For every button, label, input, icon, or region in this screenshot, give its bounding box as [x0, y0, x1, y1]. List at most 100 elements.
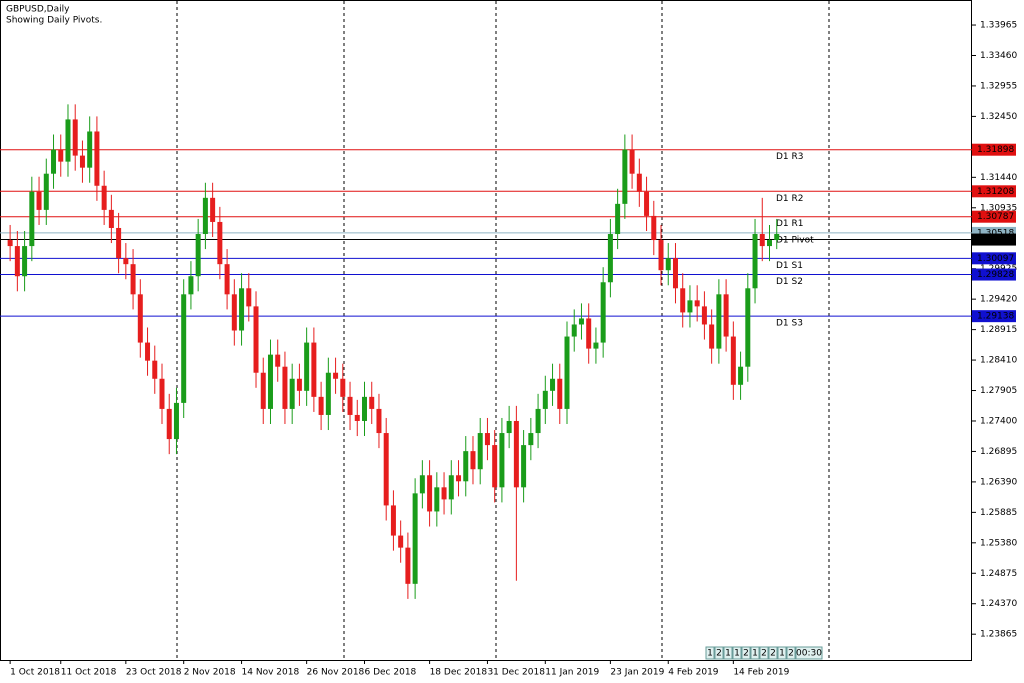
x-tick-label: 11 Oct 2018 — [61, 668, 117, 678]
candle-body — [333, 372, 339, 379]
candle-body — [383, 433, 389, 506]
candle-body — [513, 420, 519, 488]
status-box — [741, 646, 751, 660]
candle-body — [43, 173, 49, 210]
candle-body — [427, 475, 433, 512]
candle-body — [159, 378, 165, 409]
y-tick-label: 1.27400 — [980, 416, 1017, 426]
pivot-price-box — [972, 210, 1016, 223]
candle-body — [376, 408, 382, 434]
candle-body — [419, 475, 425, 494]
candle-body — [246, 288, 252, 307]
pivot-name: D1 S3 — [776, 319, 803, 329]
candle-body — [405, 547, 411, 584]
candle-body — [644, 191, 650, 216]
candle-body — [571, 324, 577, 337]
y-tick-label: 1.23865 — [980, 630, 1017, 640]
candle-body — [29, 191, 35, 247]
candle-body — [390, 505, 396, 536]
pivot-name: D1 R1 — [776, 219, 804, 229]
candle-body — [600, 282, 606, 343]
candle-body — [550, 378, 556, 391]
candle-body — [506, 420, 512, 434]
candle-body — [434, 487, 440, 512]
pivot-price: 1.30787 — [977, 212, 1014, 222]
candle-body — [239, 288, 245, 331]
candle-body — [752, 234, 758, 289]
candle-body — [130, 264, 136, 295]
candle-body — [87, 131, 93, 168]
status-box — [786, 646, 796, 660]
candle-body — [340, 378, 346, 397]
candle-body — [484, 433, 490, 446]
y-tick-label: 1.30935 — [980, 203, 1017, 213]
candle-body — [593, 342, 599, 349]
status-text: 1 — [707, 649, 713, 659]
pivot-name: D1 S2 — [776, 277, 803, 287]
pivot-name: D1 R3 — [776, 152, 804, 162]
candle-body — [210, 197, 216, 222]
current-price-label: 1.30408 — [977, 235, 1014, 245]
x-tick-label: 1 Oct 2018 — [10, 668, 60, 678]
pivot-price-box — [972, 268, 1016, 281]
candle-body — [304, 342, 310, 391]
x-tick-label: 2 Nov 2018 — [184, 668, 236, 678]
candle-body — [22, 246, 28, 277]
candle-body — [607, 234, 613, 283]
y-tick-label: 1.24875 — [980, 569, 1017, 579]
y-tick-label: 1.33460 — [980, 51, 1017, 61]
x-tick-label: 23 Oct 2018 — [126, 668, 182, 678]
y-tick-label: 1.32955 — [980, 81, 1017, 91]
candle-body — [51, 149, 57, 174]
x-tick-label: 23 Jan 2019 — [610, 668, 664, 678]
candle-body — [94, 131, 100, 186]
pivot-name: D1 R2 — [776, 194, 804, 204]
candle-body — [687, 300, 693, 313]
candle-body — [557, 378, 563, 409]
candle-body — [347, 396, 353, 415]
candle-body — [14, 246, 20, 277]
x-tick-label: 4 Feb 2019 — [668, 668, 719, 678]
candle-body — [275, 354, 281, 367]
candle-body — [716, 294, 722, 349]
candle-body — [224, 264, 230, 295]
candle-body — [615, 203, 621, 235]
candle-body — [535, 408, 541, 434]
x-tick-label: 31 Dec 2018 — [487, 668, 545, 678]
candle-body — [202, 197, 208, 235]
candle-body — [7, 240, 13, 247]
pivot-price-box — [972, 185, 1016, 198]
candle-body — [369, 396, 375, 409]
candle-body — [470, 451, 476, 470]
candle-body — [36, 191, 42, 210]
candle-body — [542, 390, 548, 409]
candle-body — [311, 342, 317, 397]
candle-body — [267, 354, 273, 409]
y-tick-label: 1.27905 — [980, 386, 1017, 396]
pivot-price: 1.29138 — [977, 312, 1014, 322]
pivot-price: 1.31898 — [977, 145, 1014, 155]
status-text: 1 — [752, 649, 758, 659]
pivot-price: 1.29828 — [977, 270, 1014, 280]
x-tick-label: 11 Jan 2019 — [545, 668, 599, 678]
candle-body — [441, 487, 447, 500]
candle-body — [253, 306, 259, 373]
x-tick-label: 14 Feb 2019 — [733, 668, 789, 678]
candle-body — [672, 258, 678, 289]
candle-body — [651, 215, 657, 241]
y-tick-label: 1.26390 — [980, 477, 1017, 487]
candle-body — [622, 149, 628, 204]
status-box — [795, 646, 823, 660]
candle-body — [723, 294, 729, 337]
pivot-name: D1 Pivot — [776, 235, 814, 245]
candle-body — [282, 366, 288, 409]
plot-frame — [0, 0, 972, 661]
status-text: 2 — [761, 649, 767, 659]
y-tick-label: 1.24370 — [980, 599, 1017, 609]
pivot-price-box — [972, 252, 1016, 265]
y-tick-label: 1.32450 — [980, 112, 1017, 122]
candle-body — [217, 221, 223, 265]
status-box — [705, 646, 715, 660]
y-tick-label: 1.29420 — [980, 295, 1017, 305]
